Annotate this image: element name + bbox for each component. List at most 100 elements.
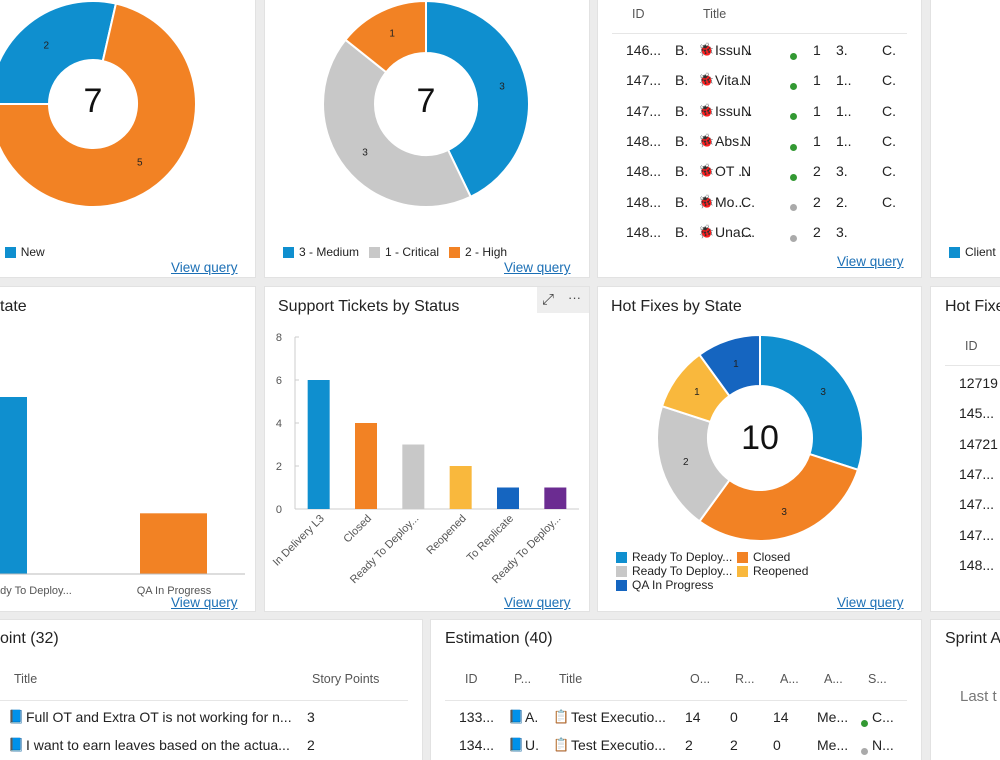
donut-chart-1: 25: [0, 0, 197, 208]
column-header[interactable]: P...: [514, 672, 532, 686]
table-row[interactable]: 134... U. Test Executio... 2 2 0 Me... 📘 📋 N...: [431, 737, 921, 757]
cell-number: 1: [813, 42, 821, 58]
cell-title[interactable]: Test Executio...: [571, 737, 666, 753]
column-header[interactable]: S...: [868, 672, 887, 686]
cell-state: N: [741, 42, 752, 58]
column-header-id[interactable]: ID: [965, 339, 978, 353]
table-row[interactable]: 14721: [959, 435, 998, 452]
header-divider: [612, 33, 907, 34]
legend-hot-fixes: Ready To Deploy... Closed Ready To Deplo…: [616, 550, 876, 592]
column-header-title[interactable]: Title: [14, 672, 38, 686]
task-icon: 📋: [553, 737, 570, 752]
donut-slice[interactable]: [344, 0, 427, 74]
cell-column: C.: [882, 42, 896, 58]
column-header[interactable]: R...: [735, 672, 755, 686]
donut-slice[interactable]: [322, 38, 473, 208]
bar[interactable]: [497, 487, 519, 510]
table-row[interactable]: 148... B. N 1 1.. C. 🐞 Abs...: [598, 133, 921, 153]
column-header-story-points[interactable]: Story Points: [312, 672, 380, 686]
cell-type: B.: [675, 72, 689, 89]
donut-slice[interactable]: [0, 0, 118, 105]
column-header[interactable]: ID: [465, 672, 478, 686]
table-row[interactable]: 148... B. N 2 3. C. 🐞 OT ...: [598, 163, 921, 183]
donut-slice[interactable]: [425, 0, 530, 199]
table-row[interactable]: 145...: [959, 405, 995, 422]
bar[interactable]: [140, 513, 207, 574]
bug-icon: 🐞: [698, 72, 715, 88]
table-row[interactable]: 133... A. Test Executio... 14 0 14 Me... 📘 📋 C...: [431, 709, 921, 729]
slice-value-label: 3: [820, 387, 826, 398]
donut-slice[interactable]: [698, 333, 761, 398]
table-row[interactable]: 148...: [959, 556, 995, 573]
cell-id: 148...: [626, 163, 662, 180]
view-query-link[interactable]: View query: [837, 595, 904, 610]
donut-chart-2: 3 3 1: [322, 0, 530, 208]
view-query-link[interactable]: View query: [504, 595, 571, 610]
x-tick-label: In Delivery L3: [271, 513, 327, 569]
slice-value-label: 3: [362, 148, 368, 159]
donut-slice[interactable]: [656, 404, 731, 523]
view-query-link[interactable]: View query: [171, 595, 238, 610]
view-query-link[interactable]: View query: [171, 260, 238, 275]
donut-slice[interactable]: [0, 2, 197, 208]
cell-title[interactable]: Abs...: [715, 132, 751, 149]
table-row[interactable]: 147... B. N 1 1.. C. 🐞 Issu...: [598, 103, 921, 123]
query-table-card: ID Title 146... B. N 1 3. C. 🐞 Issu... 147... B. N…: [598, 0, 921, 277]
donut-total-hot-fixes: 10: [741, 419, 779, 457]
table-row[interactable]: 147...: [959, 465, 995, 482]
cell-title[interactable]: I want to earn leaves based on the actua…: [26, 737, 290, 753]
more-options-icon[interactable]: ···: [568, 290, 581, 305]
table-row[interactable]: 146... B. N 1 3. C. 🐞 Issu...: [598, 42, 921, 62]
bar[interactable]: [402, 444, 425, 510]
table-row[interactable]: 148... B. C. 2 3. 🐞 Una...: [598, 224, 921, 244]
cell-title[interactable]: OT ...: [715, 163, 750, 180]
cell-value: 3.: [836, 42, 848, 58]
legend-item: Reopened: [737, 564, 808, 578]
cell-value: 1..: [836, 72, 852, 89]
bar[interactable]: [307, 380, 330, 509]
cell-title[interactable]: Test Executio...: [571, 709, 666, 725]
table-row[interactable]: 147... B. N 1 1.. C. 🐞 Vita...: [598, 72, 921, 92]
column-header[interactable]: O...: [690, 672, 711, 686]
task-icon: 📋: [553, 709, 570, 724]
bug-icon: 🐞: [698, 132, 715, 148]
table-row[interactable]: 12719: [959, 375, 998, 391]
slice-value-label: 3: [499, 82, 505, 93]
view-query-link[interactable]: View query: [837, 254, 904, 269]
cell-title[interactable]: Full OT and Extra OT is not working for …: [26, 709, 292, 725]
cell-type: B.: [675, 132, 689, 149]
column-header-id[interactable]: ID: [632, 7, 645, 21]
user-story-icon: 📘: [508, 737, 525, 752]
story-points-table: 📘 Full OT and Extra OT is not working for…: [0, 620, 422, 760]
donut-chart-hot-fixes: 3 3 2 1 1: [656, 333, 864, 542]
header-divider: [445, 700, 907, 701]
donut-slice[interactable]: [759, 333, 864, 472]
cell-title[interactable]: Issu...: [715, 102, 753, 119]
x-tick-label: QA In Progress: [137, 585, 212, 597]
view-query-link[interactable]: View query: [504, 260, 571, 275]
table-row[interactable]: 148... B. C. 2 2. C. 🐞 Mo...: [598, 194, 921, 214]
bar[interactable]: [355, 423, 377, 509]
table-row[interactable]: 147...: [959, 496, 995, 513]
cell-title[interactable]: Una...: [715, 223, 753, 240]
cell-id: 134...: [459, 737, 495, 753]
card-title: Support Tickets by Status: [278, 298, 460, 315]
column-header[interactable]: A...: [780, 672, 799, 686]
user-story-icon: 📘: [8, 709, 25, 724]
bar[interactable]: [449, 466, 472, 509]
cell-title[interactable]: Issu...: [715, 42, 753, 58]
bar[interactable]: [0, 397, 27, 574]
table-row[interactable]: 📘 I want to earn leaves based on the actu…: [0, 737, 422, 757]
cell-title[interactable]: Vita...: [715, 72, 751, 89]
cell-state: C...: [872, 709, 894, 725]
expand-icon[interactable]: ⤢: [542, 291, 555, 308]
table-row[interactable]: 147...: [959, 526, 995, 543]
column-header-title[interactable]: Title: [703, 7, 727, 21]
table-row[interactable]: 📘 Full OT and Extra OT is not working for…: [0, 709, 422, 729]
column-header[interactable]: A...: [824, 672, 843, 686]
column-header[interactable]: Title: [559, 672, 583, 686]
bar[interactable]: [544, 487, 567, 510]
cell-type: B.: [675, 193, 689, 210]
cell-title[interactable]: Mo...: [715, 193, 747, 210]
donut-slice[interactable]: [698, 452, 860, 542]
